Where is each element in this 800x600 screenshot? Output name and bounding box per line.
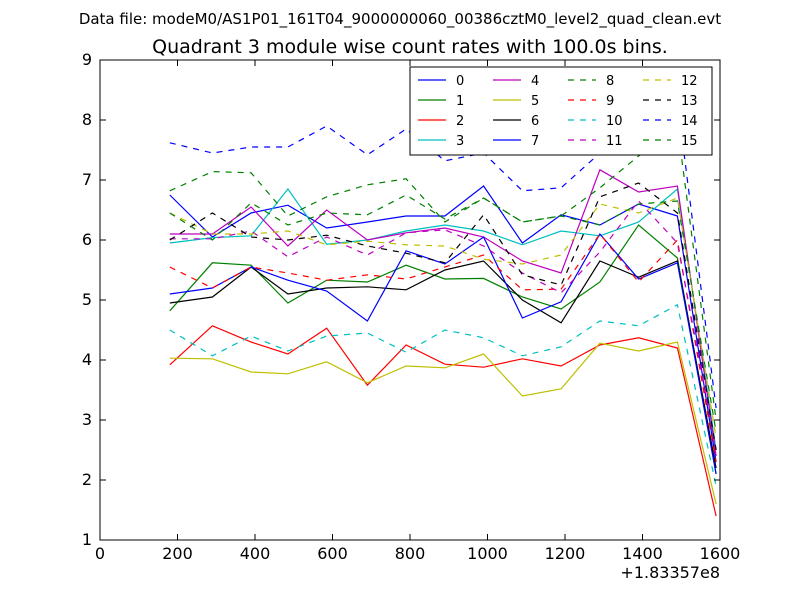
series-line-10 <box>169 303 717 487</box>
series-line-6 <box>169 260 717 469</box>
series-line-8 <box>169 124 717 421</box>
y-tick-label: 9 <box>82 50 92 69</box>
legend-label-5: 5 <box>531 94 539 109</box>
y-tick-label: 6 <box>82 230 92 249</box>
series-line-2 <box>169 325 717 517</box>
x-tick-label: 1400 <box>622 544 663 563</box>
legend-label-9: 9 <box>606 94 614 109</box>
series-line-11 <box>169 200 717 451</box>
series-line-15 <box>169 194 717 433</box>
legend-label-11: 11 <box>606 134 623 149</box>
x-tick-label: 400 <box>240 544 271 563</box>
series-line-7 <box>169 232 717 475</box>
legend-label-0: 0 <box>456 74 464 89</box>
y-tick-label: 3 <box>82 410 92 429</box>
legend-label-1: 1 <box>456 94 464 109</box>
x-tick-label: 0 <box>95 544 105 563</box>
y-tick-label: 4 <box>82 350 92 369</box>
series-line-9 <box>169 233 717 463</box>
y-tick-label: 7 <box>82 170 92 189</box>
x-tick-label: 600 <box>317 544 348 563</box>
data-file-label: Data file: modeM0/AS1P01_161T04_90000000… <box>79 10 721 29</box>
legend-box <box>409 66 713 156</box>
legend-label-3: 3 <box>456 134 464 149</box>
chart-title: Quadrant 3 module wise count rates with … <box>152 36 668 58</box>
x-tick-label: 200 <box>162 544 193 563</box>
y-tick-label: 1 <box>82 530 92 549</box>
legend-label-13: 13 <box>681 94 698 109</box>
x-tick-label: 1000 <box>467 544 508 563</box>
legend-label-14: 14 <box>681 114 698 129</box>
legend-label-7: 7 <box>531 134 539 149</box>
axes: 0 200 400 600 800 1000 1200 1400 1600123456789+1… <box>82 50 741 582</box>
legend-label-10: 10 <box>606 114 623 129</box>
legend-label-4: 4 <box>531 74 539 89</box>
series-line-12 <box>169 197 717 439</box>
legend-label-15: 15 <box>681 134 698 149</box>
y-tick-label: 2 <box>82 470 92 489</box>
series-line-5 <box>169 341 717 505</box>
x-offset-label: +1.83357e8 <box>620 563 720 582</box>
x-tick-label: 1600 <box>700 544 741 563</box>
legend-label-2: 2 <box>456 114 464 129</box>
series-line-4 <box>169 168 717 457</box>
legend-label-12: 12 <box>681 74 698 89</box>
legend-label-6: 6 <box>531 114 539 129</box>
y-tick-label: 5 <box>82 290 92 309</box>
legend-label-8: 8 <box>606 74 614 89</box>
series-line-0 <box>169 185 717 463</box>
y-tick-label: 8 <box>82 110 92 129</box>
x-tick-label: 800 <box>395 544 426 563</box>
series-line-1 <box>169 224 717 475</box>
series-line-13 <box>169 182 717 451</box>
x-tick-label: 1200 <box>545 544 586 563</box>
